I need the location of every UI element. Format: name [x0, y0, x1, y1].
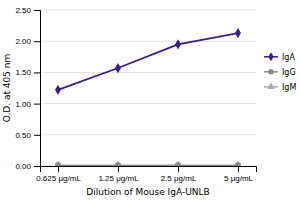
point: [235, 162, 241, 166]
point: [175, 39, 181, 49]
y-tick-label: 1.50: [15, 68, 31, 77]
y-tick-mark: [34, 72, 40, 73]
y-tick-mark: [34, 135, 40, 136]
grid-line: [40, 41, 256, 42]
x-tick-label: 2.5 μg/mL: [161, 174, 197, 183]
x-tick: 1.25 μg/mL: [98, 166, 139, 183]
series: [55, 162, 241, 166]
legend-label: IgM: [282, 83, 296, 92]
y-axis-line: [34, 11, 41, 167]
point: [55, 162, 61, 166]
y-tick: 0.00: [15, 162, 40, 171]
marks: [54, 28, 242, 166]
grid-line: [40, 134, 256, 135]
legend-label: IgA: [282, 53, 295, 62]
y-tick-mark: [34, 41, 40, 42]
legend-label: IgG: [282, 68, 296, 77]
x-axis-title: Dilution of Mouse IgA-UNLB: [86, 187, 209, 197]
x-tick: 5 μg/mL: [224, 166, 254, 183]
x-tick: 0.625 μg/mL: [36, 166, 81, 183]
y-tick-label: 2.00: [15, 37, 31, 46]
point: [174, 161, 182, 166]
chart: 0.00 0.50 1.00 1.50 2.00 2.50 0.625 μg/mL 1.25 …: [0, 0, 300, 200]
point: [235, 28, 241, 38]
y-tick-mark: [34, 104, 40, 105]
x-tick-label: 1.25 μg/mL: [98, 174, 139, 183]
x-tick-label: 5 μg/mL: [224, 174, 254, 183]
point: [234, 161, 242, 166]
series: [55, 28, 241, 95]
x-tick: 2.5 μg/mL: [161, 166, 197, 183]
y-tick: 0.50: [15, 131, 40, 140]
legend-marker: [268, 52, 273, 61]
point: [55, 85, 61, 95]
y-axis-title: O.D. at 405 nm: [2, 54, 12, 123]
point: [175, 162, 181, 166]
legend-item: IgA: [264, 52, 295, 61]
grid-line: [40, 72, 256, 73]
y-tick-label: 2.50: [15, 6, 31, 15]
grid: [40, 10, 256, 166]
x-tick-mark: [58, 166, 59, 172]
series: [54, 161, 242, 166]
legend-marker: [267, 83, 274, 89]
plot: 0.00 0.50 1.00 1.50 2.00 2.50 0.625 μg/mL 1.25 …: [15, 6, 256, 183]
y-tick-label: 0.00: [15, 162, 31, 171]
x-axis: 0.625 μg/mL 1.25 μg/mL 2.5 μg/mL 5 μg/mL: [36, 166, 256, 183]
y-tick: 1.50: [15, 68, 40, 77]
y-tick-mark: [34, 166, 40, 167]
y-tick-label: 0.50: [15, 131, 31, 140]
y-axis: 0.00 0.50 1.00 1.50 2.00 2.50: [15, 6, 40, 171]
x-tick-mark: [118, 166, 119, 172]
line: [58, 33, 238, 90]
legend: IgA IgG IgM: [264, 52, 296, 91]
point: [54, 161, 62, 166]
legend-item: IgM: [264, 83, 296, 92]
grid-line: [40, 10, 256, 11]
line: [58, 165, 238, 166]
line: [58, 165, 238, 166]
y-tick: 2.50: [15, 6, 40, 15]
point: [115, 63, 121, 73]
y-tick: 1.00: [15, 100, 40, 109]
legend-marker: [268, 69, 274, 75]
grid-line: [40, 103, 256, 104]
legend-item: IgG: [264, 68, 296, 77]
x-tick-mark: [178, 166, 179, 172]
x-tick-mark: [238, 166, 239, 172]
point: [114, 161, 122, 166]
y-tick-mark: [34, 10, 40, 11]
x-axis-line: [41, 167, 257, 173]
point: [115, 162, 121, 166]
y-tick: 2.00: [15, 37, 40, 46]
y-tick-label: 1.00: [15, 100, 31, 109]
x-tick-label: 0.625 μg/mL: [36, 174, 81, 183]
